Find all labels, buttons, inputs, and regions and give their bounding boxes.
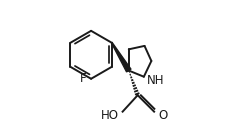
Text: O: O [158,109,168,122]
Text: NH: NH [147,74,165,87]
Polygon shape [112,43,131,72]
Text: F: F [80,72,87,85]
Text: HO: HO [100,109,118,122]
